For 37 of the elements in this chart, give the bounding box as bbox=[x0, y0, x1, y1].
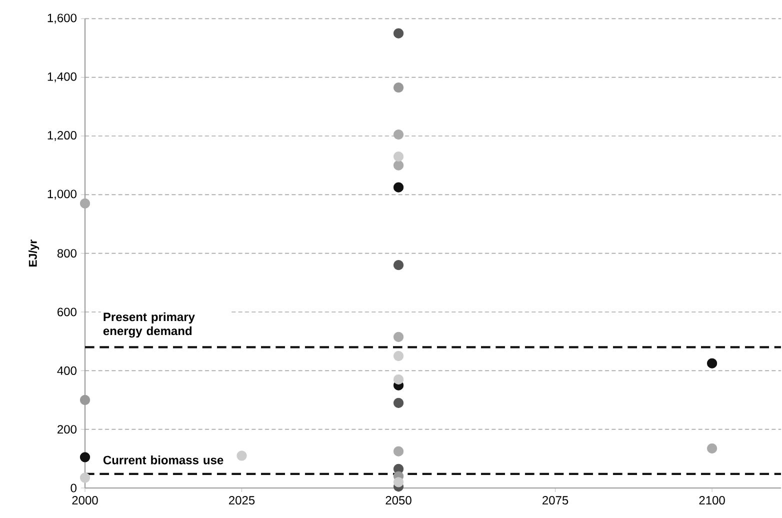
point bbox=[393, 82, 404, 93]
y-tick-label: 400 bbox=[57, 366, 76, 375]
point bbox=[393, 151, 404, 162]
y-tick-label: 600 bbox=[58, 308, 76, 316]
point bbox=[393, 332, 404, 342]
point bbox=[393, 477, 404, 488]
ref-line-label: Current biomass use bbox=[103, 456, 224, 464]
x-tick-label: 2100 bbox=[699, 496, 725, 505]
point bbox=[236, 450, 247, 461]
point bbox=[393, 160, 404, 170]
x-tick-label: 2075 bbox=[542, 496, 568, 505]
point bbox=[80, 472, 90, 483]
point bbox=[706, 358, 718, 368]
y-tick-label: 1,600 bbox=[48, 14, 76, 24]
y-tick-label: 0 bbox=[70, 484, 76, 492]
point bbox=[706, 443, 718, 454]
point bbox=[80, 394, 90, 406]
point bbox=[393, 350, 404, 362]
point bbox=[393, 260, 404, 270]
x-tick-label: 2050 bbox=[386, 496, 412, 505]
y-tick-label: 800 bbox=[57, 249, 76, 258]
point bbox=[80, 452, 90, 462]
point bbox=[80, 198, 90, 209]
point bbox=[393, 446, 404, 456]
y-tick-label: 1,200 bbox=[48, 131, 76, 141]
point bbox=[393, 182, 404, 192]
x-tick-label: 2025 bbox=[229, 496, 255, 505]
point bbox=[393, 129, 404, 140]
y-axis-title: EJ/yr bbox=[28, 240, 40, 266]
y-tick-label: 1,000 bbox=[48, 190, 76, 200]
ref-line-label: Present primary energy demand bbox=[103, 312, 195, 338]
point bbox=[393, 374, 404, 385]
point bbox=[393, 398, 404, 408]
x-tick-label: 2000 bbox=[72, 496, 98, 505]
y-tick-label: 1,400 bbox=[48, 72, 76, 82]
y-tick-label: 200 bbox=[58, 425, 76, 434]
point bbox=[393, 28, 404, 38]
